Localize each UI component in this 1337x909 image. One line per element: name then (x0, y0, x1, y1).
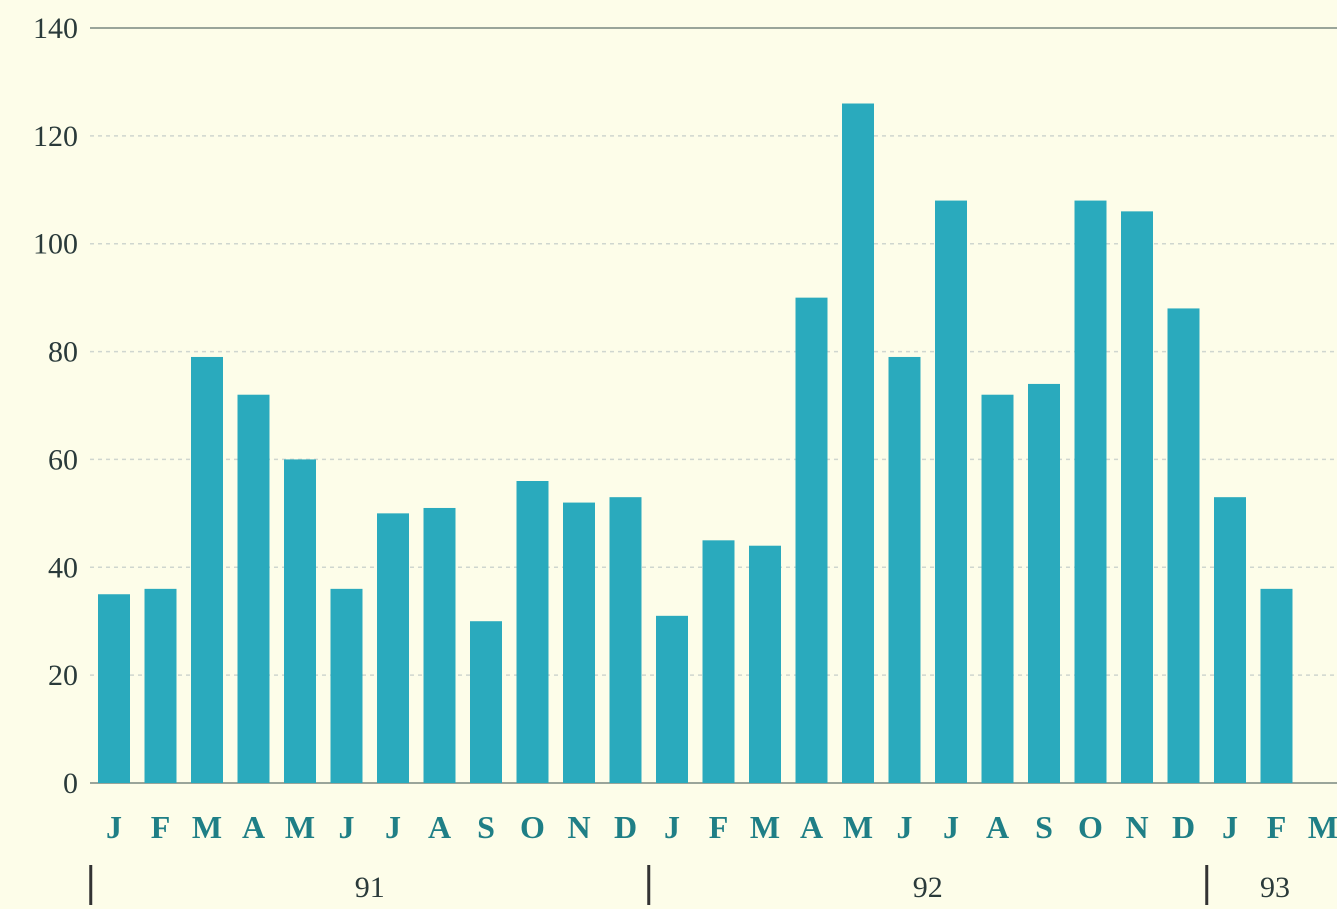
bar (1214, 497, 1246, 783)
bar (563, 502, 595, 783)
x-tick-label: M (285, 809, 315, 845)
bar (191, 356, 223, 783)
y-axis-ticks: 0 20 40 60 80 100 120 140 (33, 12, 78, 800)
year-label: 93 (1260, 871, 1290, 904)
bar (842, 103, 874, 783)
x-tick-label: O (1078, 809, 1103, 845)
x-tick-label: J (339, 809, 355, 845)
x-tick-label: S (477, 809, 495, 845)
x-tick-label: J (664, 809, 680, 845)
bar (795, 297, 828, 783)
x-tick-label: S (1035, 809, 1053, 845)
bar (1121, 211, 1153, 783)
bar (609, 497, 642, 783)
bar (1028, 383, 1060, 783)
x-tick-label: J (106, 809, 122, 845)
y-tick-label: 120 (33, 120, 78, 153)
y-tick-label: 140 (33, 12, 78, 45)
x-tick-label: A (242, 809, 265, 845)
x-tick-label: J (385, 809, 401, 845)
x-tick-label: A (986, 809, 1009, 845)
x-tick-label: M (750, 809, 780, 845)
bar (1167, 308, 1200, 783)
bar (284, 459, 316, 783)
bar (237, 394, 270, 783)
x-tick-label: M (843, 809, 873, 845)
y-tick-label: 80 (48, 336, 78, 369)
x-tick-label: N (1125, 809, 1148, 845)
x-tick-label: D (1172, 809, 1195, 845)
bar (1074, 200, 1107, 784)
bar (470, 621, 502, 783)
y-tick-label: 20 (48, 659, 78, 692)
x-tick-label: J (1222, 809, 1238, 845)
x-tick-label: O (520, 809, 545, 845)
x-tick-label: F (151, 809, 171, 845)
x-tick-label: D (614, 809, 637, 845)
bars (98, 103, 1293, 784)
x-tick-label: M (192, 809, 222, 845)
x-tick-label: J (897, 809, 913, 845)
year-label: 91 (355, 871, 385, 904)
bar (423, 507, 456, 783)
y-tick-label: 40 (48, 551, 78, 584)
x-tick-label: A (800, 809, 823, 845)
x-tick-label: M (1308, 809, 1337, 845)
bar (888, 356, 921, 783)
bar (1260, 588, 1293, 783)
x-axis-year-groups: 91 92 93 (89, 865, 1290, 905)
y-tick-label: 60 (48, 443, 78, 476)
x-tick-label: J (943, 809, 959, 845)
bar (516, 481, 549, 783)
bar (702, 540, 735, 783)
bar (749, 545, 781, 783)
x-tick-label: F (709, 809, 729, 845)
bar (377, 513, 409, 783)
bar (656, 615, 688, 783)
y-tick-label: 100 (33, 228, 78, 261)
bar (330, 588, 363, 783)
bar (98, 594, 130, 783)
bar (144, 588, 177, 783)
bar (935, 200, 967, 784)
x-tick-label: N (567, 809, 590, 845)
year-label: 92 (913, 871, 943, 904)
y-tick-label: 0 (63, 767, 78, 800)
x-tick-label: F (1267, 809, 1287, 845)
x-tick-label: A (428, 809, 451, 845)
bar (981, 394, 1014, 783)
